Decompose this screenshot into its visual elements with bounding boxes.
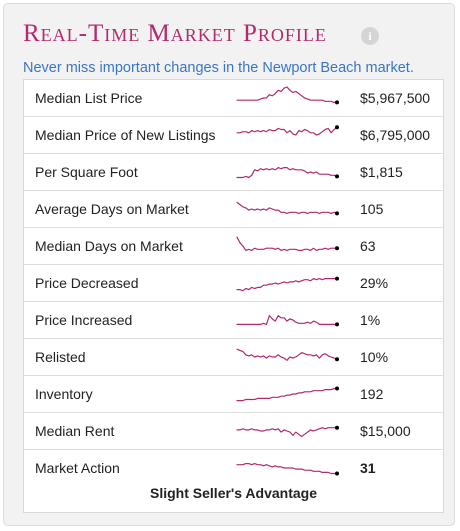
trend-sparkline bbox=[236, 386, 339, 402]
sparkline-endpoint bbox=[335, 425, 339, 430]
table-row: Median List Price $5,967,500 bbox=[24, 80, 443, 117]
market-action-text: Slight Seller's Advantage bbox=[150, 485, 317, 501]
sparkline-endpoint bbox=[335, 174, 339, 179]
metric-value: $6,795,000 bbox=[360, 127, 431, 143]
sparkline-path bbox=[236, 463, 338, 475]
sparkline-path bbox=[236, 348, 338, 361]
metric-label: Median Price of New Listings bbox=[35, 127, 216, 143]
sparkline-endpoint bbox=[335, 471, 339, 476]
sparkline-endpoint bbox=[335, 246, 339, 251]
panel-subtitle: Never miss important changes in the Newp… bbox=[23, 60, 414, 76]
sparkline-path bbox=[236, 86, 338, 103]
metric-value: 192 bbox=[360, 386, 384, 402]
metric-value: 105 bbox=[360, 201, 384, 217]
table-row-market-action: Market Action 31 Slight Seller's Advanta… bbox=[24, 450, 443, 510]
sparkline-path bbox=[236, 278, 338, 292]
metric-value: $15,000 bbox=[360, 423, 411, 439]
table-row: Price Increased 1% bbox=[24, 302, 443, 339]
metric-label: Relisted bbox=[35, 349, 86, 365]
metric-label: Inventory bbox=[35, 386, 93, 402]
metric-label: Median Rent bbox=[35, 423, 115, 439]
trend-sparkline bbox=[236, 167, 339, 179]
sparkline-path bbox=[236, 201, 338, 214]
trend-sparkline bbox=[236, 236, 339, 251]
panel-title: Real-Time Market Profile bbox=[23, 20, 327, 47]
trend-sparkline bbox=[236, 425, 339, 438]
sparkline-path bbox=[236, 387, 338, 402]
sparkline-endpoint bbox=[335, 125, 339, 130]
trend-sparkline bbox=[236, 348, 339, 362]
table-row: Median Rent $15,000 bbox=[24, 413, 443, 450]
metric-value: $1,815 bbox=[360, 164, 403, 180]
table-row: Price Decreased 29% bbox=[24, 265, 443, 302]
table-row: Average Days on Market 105 bbox=[24, 191, 443, 228]
table-row: Median Days on Market 63 bbox=[24, 228, 443, 265]
market-profile-panel: Real-Time Market Profile i Never miss im… bbox=[3, 3, 455, 526]
table-row: Inventory 192 bbox=[24, 376, 443, 413]
trend-sparkline bbox=[236, 463, 339, 476]
table-row: Per Square Foot $1,815 bbox=[24, 154, 443, 191]
metric-label: Median List Price bbox=[35, 90, 143, 106]
trend-sparkline bbox=[236, 201, 339, 216]
metric-label: Median Days on Market bbox=[35, 238, 183, 254]
sparkline-path bbox=[236, 315, 338, 325]
table-row: Relisted 10% bbox=[24, 339, 443, 376]
metric-label: Market Action bbox=[35, 460, 120, 476]
sparkline-endpoint bbox=[335, 357, 339, 362]
sparkline-endpoint bbox=[335, 322, 339, 327]
metric-value: $5,967,500 bbox=[360, 90, 431, 106]
trend-sparkline bbox=[236, 125, 339, 136]
sparkline-endpoint bbox=[335, 386, 339, 391]
sparkline-path bbox=[236, 126, 338, 136]
metric-value: 1% bbox=[360, 312, 381, 328]
metric-label: Price Increased bbox=[35, 312, 133, 328]
metric-label: Average Days on Market bbox=[35, 201, 189, 217]
metric-label: Price Decreased bbox=[35, 275, 139, 291]
sparkline-path bbox=[236, 167, 338, 179]
sparkline-endpoint bbox=[335, 276, 339, 281]
table-row: Median Price of New Listings $6,795,000 bbox=[24, 117, 443, 154]
sparkline-endpoint bbox=[335, 211, 339, 216]
sparkline-endpoint bbox=[335, 100, 339, 105]
market-profile-table: Median List Price $5,967,500 Median Pric… bbox=[23, 79, 444, 513]
trend-sparkline bbox=[236, 315, 339, 327]
metric-value: 31 bbox=[360, 460, 376, 476]
metric-label: Per Square Foot bbox=[35, 164, 138, 180]
trend-sparkline bbox=[236, 86, 339, 105]
sparkline-path bbox=[236, 427, 338, 438]
info-icon[interactable]: i bbox=[361, 27, 379, 45]
metric-value: 29% bbox=[360, 275, 389, 291]
trend-sparkline bbox=[236, 276, 339, 292]
metric-value: 63 bbox=[360, 238, 376, 254]
metric-value: 10% bbox=[360, 349, 389, 365]
sparkline-path bbox=[236, 236, 338, 251]
